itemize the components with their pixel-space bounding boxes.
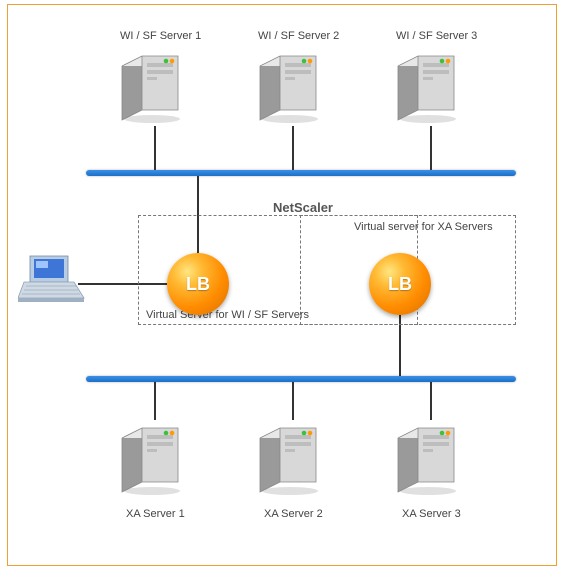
server-xa-3 — [392, 420, 470, 498]
client-laptop-icon — [18, 252, 86, 311]
connector — [430, 126, 432, 170]
lb-node-xa: LB — [369, 253, 431, 315]
server-wi-sf-3 — [392, 48, 470, 126]
server-wi-sf-2 — [254, 48, 332, 126]
connector — [430, 382, 432, 420]
vserver-wi-sf-label: Virtual Server for WI / SF Servers — [146, 309, 309, 321]
connector — [292, 126, 294, 170]
label-wi-sf-server-2: WI / SF Server 2 — [258, 30, 339, 42]
diagram-canvas: WI / SF Server 1 WI / SF Server 2 WI / S… — [0, 0, 563, 572]
network-bar-top — [86, 170, 516, 176]
netscaler-label: NetScaler — [273, 200, 333, 215]
lb-label: LB — [186, 274, 210, 295]
label-wi-sf-server-1: WI / SF Server 1 — [120, 30, 201, 42]
server-xa-1 — [116, 420, 194, 498]
connector — [154, 382, 156, 420]
server-xa-2 — [254, 420, 332, 498]
connector — [292, 382, 294, 420]
connector — [154, 126, 156, 170]
label-xa-server-2: XA Server 2 — [264, 508, 323, 520]
network-bar-bottom — [86, 376, 516, 382]
lb-label: LB — [388, 274, 412, 295]
label-xa-server-1: XA Server 1 — [126, 508, 185, 520]
label-wi-sf-server-3: WI / SF Server 3 — [396, 30, 477, 42]
lb-node-wi-sf: LB — [167, 253, 229, 315]
vserver-xa-label: Virtual server for XA Servers — [354, 221, 493, 233]
server-wi-sf-1 — [116, 48, 194, 126]
label-xa-server-3: XA Server 3 — [402, 508, 461, 520]
